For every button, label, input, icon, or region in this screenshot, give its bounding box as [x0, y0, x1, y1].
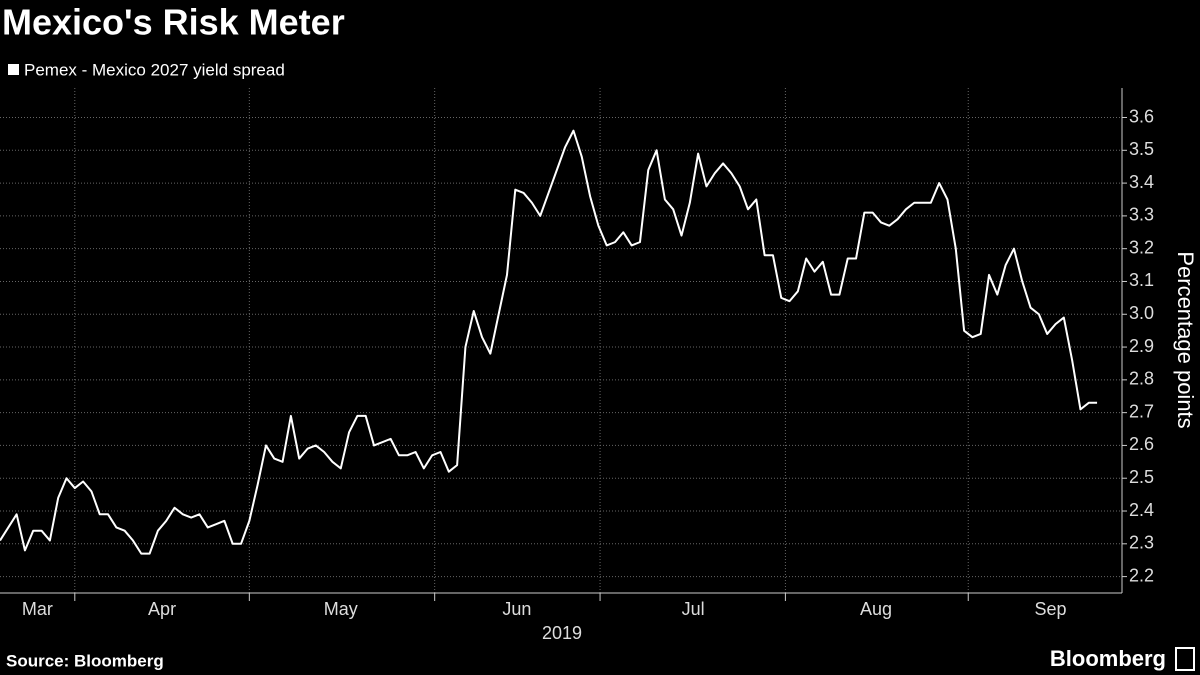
x-tick-label: Jul — [682, 599, 705, 619]
y-tick-label: 2.2 — [1129, 565, 1154, 585]
y-tick-label: 3.3 — [1129, 205, 1154, 225]
y-tick-label: 2.4 — [1129, 500, 1154, 520]
y-tick-label: 2.3 — [1129, 533, 1154, 553]
line — [0, 129, 1098, 555]
y-tick-label: 2.7 — [1129, 401, 1154, 421]
y-tick-label: 2.6 — [1129, 434, 1154, 454]
x-tick-label: Jun — [502, 599, 531, 619]
chart-title: Mexico's Risk Meter — [2, 2, 345, 43]
y-tick-label: 3.1 — [1129, 270, 1154, 290]
y-tick-label: 3.0 — [1129, 303, 1154, 323]
brand-icon — [1175, 647, 1195, 671]
year-label: 2019 — [542, 623, 582, 643]
x-tick-label: Apr — [148, 599, 176, 619]
brand: Bloomberg — [1050, 646, 1166, 671]
y-tick-label: 3.5 — [1129, 139, 1154, 159]
y-tick-label: 2.9 — [1129, 336, 1154, 356]
source: Source: Bloomberg — [6, 651, 164, 670]
legend-swatch — [8, 64, 19, 75]
x-tick-label: Mar — [22, 599, 53, 619]
y-axis-title: Percentage points — [1173, 251, 1198, 428]
y-tick-label: 3.2 — [1129, 237, 1154, 257]
x-tick-label: Aug — [860, 599, 892, 619]
x-tick-label: Sep — [1035, 599, 1067, 619]
y-tick-label: 3.6 — [1129, 106, 1154, 126]
y-tick-label: 3.4 — [1129, 172, 1154, 192]
y-tick-label: 2.8 — [1129, 369, 1154, 389]
x-tick-label: May — [324, 599, 358, 619]
legend-label: Pemex - Mexico 2027 yield spread — [24, 60, 285, 79]
y-tick-label: 2.5 — [1129, 467, 1154, 487]
